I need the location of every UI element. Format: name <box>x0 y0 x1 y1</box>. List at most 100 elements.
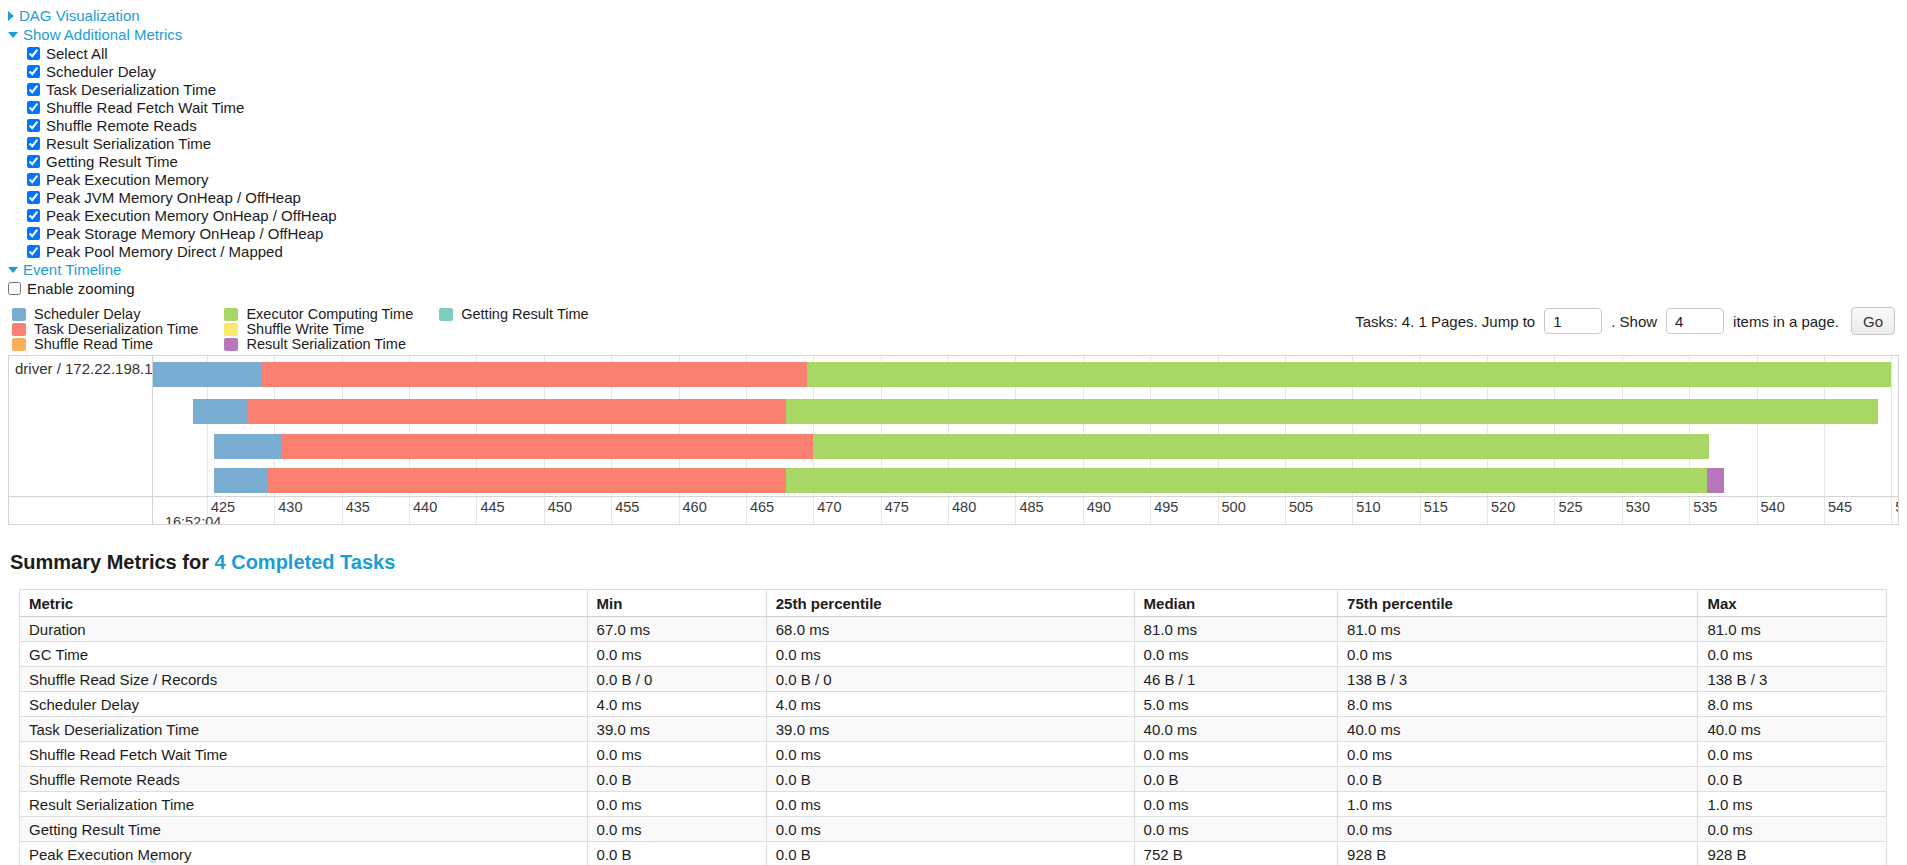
legend-swatch-icon <box>12 323 26 336</box>
table-cell: 81.0 ms <box>1134 617 1338 642</box>
legend-label: Task Deserialization Time <box>34 321 198 337</box>
metric-checkbox-row: Shuffle Read Fetch Wait Time <box>8 98 1899 116</box>
table-cell: 928 B <box>1338 842 1698 865</box>
go-button[interactable]: Go <box>1851 307 1895 335</box>
chevron-down-icon <box>8 32 18 38</box>
table-row: Getting Result Time0.0 ms0.0 ms0.0 ms0.0… <box>20 817 1887 842</box>
metric-checkbox-label: Shuffle Remote Reads <box>46 117 197 134</box>
timeline-tick-label: 510 <box>1356 499 1380 515</box>
timeline-tick-label: 515 <box>1424 499 1448 515</box>
table-cell: Peak Execution Memory <box>20 842 588 865</box>
metric-checkbox-label: Peak JVM Memory OnHeap / OffHeap <box>46 189 301 206</box>
metric-checkbox[interactable] <box>27 155 40 168</box>
enable-zooming-checkbox[interactable] <box>8 282 21 295</box>
timeline-tick-label: 435 <box>346 499 370 515</box>
legend-label: Scheduler Delay <box>34 306 140 322</box>
task-bar-segment-task_deserialization[interactable] <box>247 399 786 424</box>
metric-checkbox[interactable] <box>27 47 40 60</box>
legend-item: Scheduler Delay <box>12 307 198 321</box>
legend-swatch-icon <box>12 338 26 351</box>
task-bar-segment-scheduler_delay[interactable] <box>153 362 261 387</box>
task-bar-segment-task_deserialization[interactable] <box>281 434 813 459</box>
table-header-row: MetricMin25th percentileMedian75th perce… <box>20 590 1887 617</box>
dag-visualization-toggle[interactable]: DAG Visualization <box>8 6 140 25</box>
table-cell: 8.0 ms <box>1338 692 1698 717</box>
table-cell: GC Time <box>20 642 588 667</box>
timeline-header-band: Scheduler DelayTask Deserialization Time… <box>8 307 1899 351</box>
metric-checkbox[interactable] <box>27 173 40 186</box>
completed-tasks-link[interactable]: 4 Completed Tasks <box>215 551 396 573</box>
summary-metrics-title: Summary Metrics for 4 Completed Tasks <box>10 551 1899 574</box>
event-timeline-toggle[interactable]: Event Timeline <box>8 260 121 279</box>
table-cell: 0.0 ms <box>1698 817 1887 842</box>
metric-checkbox[interactable] <box>27 101 40 114</box>
items-per-page-input[interactable] <box>1666 308 1724 334</box>
legend-item: Shuffle Write Time <box>224 322 413 336</box>
table-cell: 0.0 ms <box>1698 642 1887 667</box>
legend-item: Getting Result Time <box>439 307 609 321</box>
timeline-tick-label: 455 <box>615 499 639 515</box>
timeline-tick-label: 470 <box>817 499 841 515</box>
task-bar-segment-executor_computing[interactable] <box>813 434 1709 459</box>
table-row: Task Deserialization Time39.0 ms39.0 ms4… <box>20 717 1887 742</box>
metric-checkbox[interactable] <box>27 209 40 222</box>
table-cell: 0.0 ms <box>1338 817 1698 842</box>
pagination-suffix: items in a page. <box>1733 313 1839 330</box>
table-cell: 4.0 ms <box>587 692 766 717</box>
task-bar-segment-executor_computing[interactable] <box>807 362 1892 387</box>
timeline-tick-label: 550 <box>1895 499 1898 515</box>
legend-swatch-icon <box>439 308 453 321</box>
metric-checkbox[interactable] <box>27 119 40 132</box>
timeline-tick-label: 485 <box>1019 499 1043 515</box>
task-bar-segment-scheduler_delay[interactable] <box>214 468 268 493</box>
table-header-cell: 25th percentile <box>766 590 1134 617</box>
legend-swatch-icon <box>224 308 238 321</box>
legend-label: Getting Result Time <box>461 306 588 322</box>
event-timeline-label: Event Timeline <box>23 260 121 279</box>
table-cell: Shuffle Read Size / Records <box>20 667 588 692</box>
metric-checkbox[interactable] <box>27 83 40 96</box>
timeline-tick-label: 490 <box>1087 499 1111 515</box>
table-cell: 0.0 ms <box>1134 792 1338 817</box>
table-cell: 81.0 ms <box>1698 617 1887 642</box>
timeline-tick-label: 445 <box>480 499 504 515</box>
table-cell: 68.0 ms <box>766 617 1134 642</box>
task-bar-segment-scheduler_delay[interactable] <box>193 399 247 424</box>
event-timeline-chart: 42516:52:0443043544044545045546046547047… <box>8 355 1899 525</box>
metric-checkbox[interactable] <box>27 65 40 78</box>
metric-checkbox-row: Select All <box>8 44 1899 62</box>
metric-checkbox-row: Peak JVM Memory OnHeap / OffHeap <box>8 188 1899 206</box>
task-bar-segment-task_deserialization[interactable] <box>261 362 807 387</box>
table-cell: 0.0 ms <box>766 642 1134 667</box>
task-bar-segment-scheduler_delay[interactable] <box>214 434 281 459</box>
table-header-cell: Min <box>587 590 766 617</box>
table-cell: 752 B <box>1134 842 1338 865</box>
table-row: Shuffle Read Fetch Wait Time0.0 ms0.0 ms… <box>20 742 1887 767</box>
metric-checkbox-row: Peak Pool Memory Direct / Mapped <box>8 242 1899 260</box>
task-bar-segment-task_deserialization[interactable] <box>268 468 787 493</box>
metric-checkbox[interactable] <box>27 245 40 258</box>
timeline-legend: Scheduler DelayTask Deserialization Time… <box>12 307 609 351</box>
jump-to-page-input[interactable] <box>1544 308 1602 334</box>
chevron-right-icon <box>8 11 14 21</box>
metric-checkbox-label: Peak Execution Memory OnHeap / OffHeap <box>46 207 337 224</box>
timeline-tick-label: 545 <box>1828 499 1852 515</box>
timeline-tick-label: 505 <box>1289 499 1313 515</box>
task-bar-segment-result_serialization[interactable] <box>1707 468 1725 493</box>
metric-checkbox-row: Shuffle Remote Reads <box>8 116 1899 134</box>
metric-checkbox[interactable] <box>27 227 40 240</box>
metric-checkbox[interactable] <box>27 137 40 150</box>
task-bar-segment-executor_computing[interactable] <box>786 468 1706 493</box>
metric-checkbox-label: Result Serialization Time <box>46 135 211 152</box>
timeline-tick-label: 450 <box>548 499 572 515</box>
metric-checkbox[interactable] <box>27 191 40 204</box>
show-additional-metrics-toggle[interactable]: Show Additional Metrics <box>8 25 182 44</box>
metric-checkbox-row: Peak Execution Memory <box>8 170 1899 188</box>
task-bar-segment-executor_computing[interactable] <box>786 399 1877 424</box>
table-cell: 8.0 ms <box>1698 692 1887 717</box>
table-cell: 0.0 ms <box>766 742 1134 767</box>
table-header-cell: Metric <box>20 590 588 617</box>
table-cell: 0.0 ms <box>1338 642 1698 667</box>
table-cell: 67.0 ms <box>587 617 766 642</box>
table-cell: 40.0 ms <box>1134 717 1338 742</box>
